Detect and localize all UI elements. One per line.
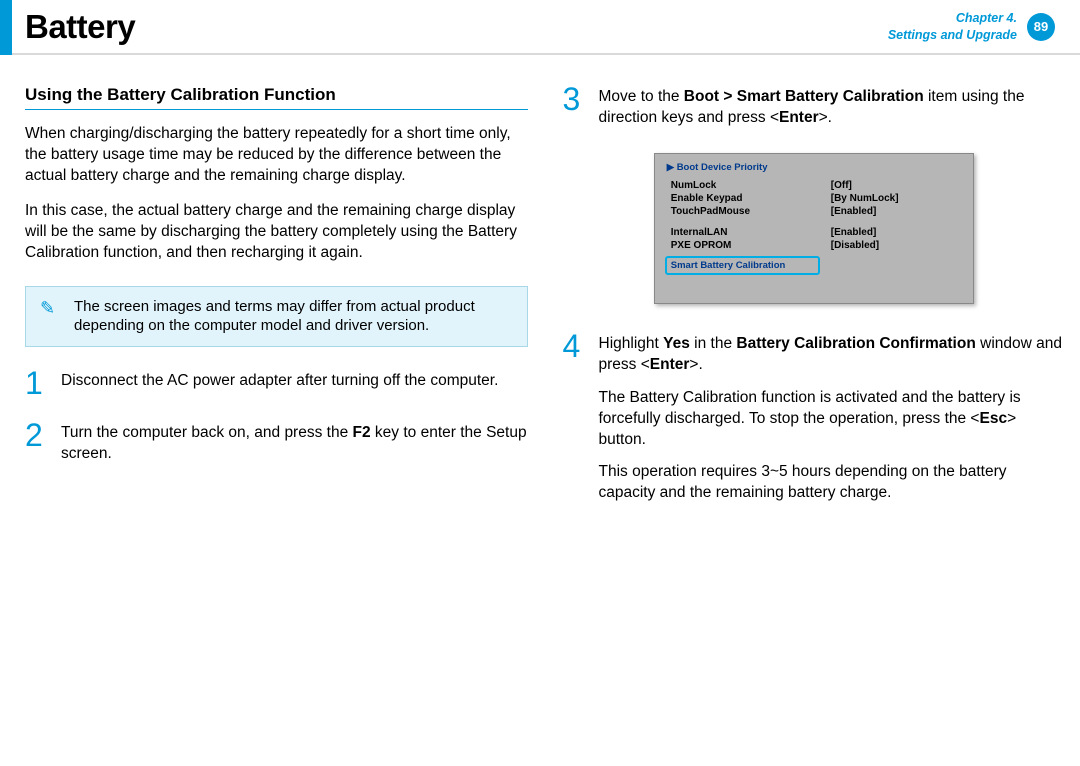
bios-val: [Enabled] [831, 227, 877, 238]
bios-key: PXE OPROM [671, 240, 831, 251]
bios-rows-group-2: InternalLAN[Enabled]PXE OPROM[Disabled] [665, 226, 963, 252]
step-number: 1 [25, 369, 47, 398]
s4-win: Battery Calibration Confirmation [736, 335, 975, 352]
intro-para-1: When charging/discharging the battery re… [25, 124, 528, 187]
note-box: ✎ The screen images and terms may differ… [25, 286, 528, 347]
intro-para-2: In this case, the actual battery charge … [25, 201, 528, 264]
page-header: Battery Chapter 4. Settings and Upgrade … [0, 0, 1080, 55]
step-2-pre: Turn the computer back on, and press the [61, 424, 353, 441]
step-number: 2 [25, 421, 47, 465]
step-1-text: Disconnect the AC power adapter after tu… [61, 369, 498, 398]
bios-row: TouchPadMouse[Enabled] [665, 205, 963, 218]
bios-row: PXE OPROM[Disabled] [665, 239, 963, 252]
step-4-body: Highlight Yes in the Battery Calibration… [599, 332, 1066, 516]
bios-val: [Off] [831, 180, 852, 191]
left-column: Using the Battery Calibration Function W… [25, 85, 528, 540]
s4-enter: Enter [650, 356, 690, 373]
bios-row: Enable Keypad[By NumLock] [665, 192, 963, 205]
step-2: 2 Turn the computer back on, and press t… [25, 421, 528, 465]
bios-key: NumLock [671, 180, 831, 191]
step-3-path: Boot > Smart Battery Calibration [684, 88, 924, 105]
page-title: Battery [25, 8, 135, 46]
accent-side-bar [0, 0, 12, 55]
step-3-pre: Move to the [599, 88, 684, 105]
step-3-post: >. [819, 109, 832, 126]
step-number: 3 [563, 85, 585, 129]
bios-heading: ▶ Boot Device Priority [665, 160, 963, 179]
step-4-para3: This operation requires 3~5 hours depend… [599, 462, 1066, 504]
s4-yes: Yes [663, 335, 690, 352]
step-4: 4 Highlight Yes in the Battery Calibrati… [563, 332, 1066, 516]
bios-val: [By NumLock] [831, 193, 899, 204]
bios-screenshot: ▶ Boot Device Priority NumLock[Off]Enabl… [654, 153, 974, 304]
step-4-para2: The Battery Calibration function is acti… [599, 388, 1066, 451]
step-3-text: Move to the Boot > Smart Battery Calibra… [599, 85, 1066, 129]
section-heading: Using the Battery Calibration Function [25, 85, 528, 110]
bios-key: InternalLAN [671, 227, 831, 238]
bios-highlighted-item: Smart Battery Calibration [665, 256, 820, 275]
s4-post: >. [689, 356, 702, 373]
step-2-text: Turn the computer back on, and press the… [61, 421, 528, 465]
bios-val: [Enabled] [831, 206, 877, 217]
bios-row: NumLock[Off] [665, 179, 963, 192]
step-1: 1 Disconnect the AC power adapter after … [25, 369, 528, 398]
bios-rows-group-1: NumLock[Off]Enable Keypad[By NumLock]Tou… [665, 179, 963, 218]
step-3: 3 Move to the Boot > Smart Battery Calib… [563, 85, 1066, 129]
s4-mid: in the [690, 335, 737, 352]
bios-row: InternalLAN[Enabled] [665, 226, 963, 239]
chapter-line2: Settings and Upgrade [888, 27, 1017, 43]
bios-key: Enable Keypad [671, 193, 831, 204]
note-icon: ✎ [40, 297, 55, 320]
content-area: Using the Battery Calibration Function W… [0, 55, 1080, 540]
right-column: 3 Move to the Boot > Smart Battery Calib… [563, 85, 1066, 540]
s4-pre: Highlight [599, 335, 664, 352]
chapter-label: Chapter 4. Settings and Upgrade [888, 10, 1017, 43]
page-number-badge: 89 [1027, 13, 1055, 41]
step-4-line1: Highlight Yes in the Battery Calibration… [599, 334, 1066, 376]
chapter-line1: Chapter 4. [888, 10, 1017, 26]
s4-esc: Esc [979, 410, 1007, 427]
s4-p2-pre: The Battery Calibration function is acti… [599, 389, 1021, 427]
step-2-key: F2 [353, 424, 371, 441]
step-number: 4 [563, 332, 585, 516]
note-text: The screen images and terms may differ f… [74, 298, 475, 335]
header-meta: Chapter 4. Settings and Upgrade 89 [888, 10, 1055, 43]
bios-val: [Disabled] [831, 240, 879, 251]
bios-key: TouchPadMouse [671, 206, 831, 217]
step-3-enter: Enter [779, 109, 819, 126]
